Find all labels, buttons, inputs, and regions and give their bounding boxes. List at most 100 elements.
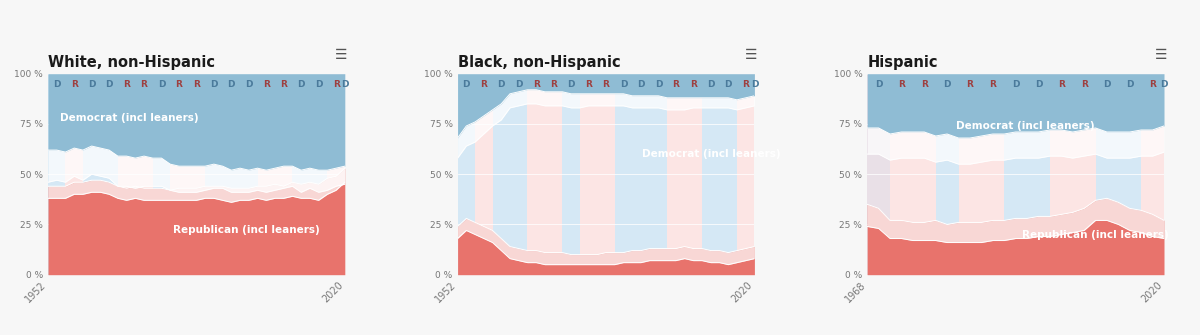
Text: ☰: ☰	[745, 48, 757, 62]
Bar	[563, 74, 580, 275]
Text: R: R	[743, 80, 749, 89]
Bar	[720, 74, 737, 275]
Text: R: R	[989, 80, 996, 89]
Bar	[83, 74, 101, 275]
Text: D: D	[1034, 80, 1042, 89]
Text: D: D	[707, 80, 714, 89]
Text: Republican (incl leaners): Republican (incl leaners)	[1021, 229, 1169, 240]
Bar	[936, 74, 959, 275]
Bar	[328, 74, 344, 275]
Text: D: D	[751, 80, 758, 89]
Bar	[258, 74, 275, 275]
Text: R: R	[281, 80, 287, 89]
Text: R: R	[175, 80, 182, 89]
Text: D: D	[341, 80, 348, 89]
Bar	[890, 74, 913, 275]
Bar	[632, 74, 649, 275]
Bar	[240, 74, 258, 275]
Bar	[344, 74, 354, 275]
Bar	[614, 74, 632, 275]
Text: D: D	[106, 80, 113, 89]
Bar	[222, 74, 240, 275]
Bar	[959, 74, 982, 275]
Bar	[667, 74, 684, 275]
Text: R: R	[966, 80, 973, 89]
Bar	[275, 74, 293, 275]
Text: D: D	[210, 80, 217, 89]
Bar	[293, 74, 310, 275]
Text: R: R	[1150, 80, 1156, 89]
Text: R: R	[920, 80, 928, 89]
Bar	[48, 74, 66, 275]
Text: D: D	[1126, 80, 1134, 89]
Text: R: R	[71, 80, 78, 89]
Text: D: D	[228, 80, 235, 89]
Text: D: D	[875, 80, 882, 89]
Text: ☰: ☰	[1154, 48, 1166, 62]
Bar	[702, 74, 720, 275]
Bar	[1118, 74, 1141, 275]
Text: Black, non-Hispanic: Black, non-Hispanic	[457, 55, 620, 70]
Bar	[475, 74, 492, 275]
Text: D: D	[1012, 80, 1019, 89]
Text: D: D	[245, 80, 252, 89]
Text: D: D	[53, 80, 60, 89]
Text: R: R	[898, 80, 905, 89]
Bar	[457, 74, 475, 275]
Text: D: D	[498, 80, 505, 89]
Bar	[1164, 74, 1176, 275]
Text: D: D	[314, 80, 323, 89]
Bar	[66, 74, 83, 275]
Text: D: D	[725, 80, 732, 89]
Text: D: D	[515, 80, 522, 89]
Text: D: D	[943, 80, 950, 89]
Text: R: R	[1058, 80, 1064, 89]
Text: D: D	[655, 80, 662, 89]
Text: R: R	[193, 80, 200, 89]
Text: D: D	[88, 80, 95, 89]
Text: Republican (incl leaners): Republican (incl leaners)	[173, 225, 319, 236]
Bar	[101, 74, 118, 275]
Text: R: R	[263, 80, 270, 89]
Bar	[1050, 74, 1073, 275]
Bar	[684, 74, 702, 275]
Bar	[1096, 74, 1118, 275]
Bar	[492, 74, 510, 275]
Text: R: R	[124, 80, 130, 89]
Bar	[580, 74, 598, 275]
Text: R: R	[586, 80, 592, 89]
Bar	[136, 74, 152, 275]
Text: D: D	[298, 80, 305, 89]
Text: D: D	[462, 80, 470, 89]
Text: Democrat (incl leaners): Democrat (incl leaners)	[642, 149, 780, 159]
Bar	[1073, 74, 1096, 275]
Text: R: R	[672, 80, 679, 89]
Bar	[528, 74, 545, 275]
Text: D: D	[637, 80, 644, 89]
Text: White, non-Hispanic: White, non-Hispanic	[48, 55, 215, 70]
Text: D: D	[157, 80, 166, 89]
Text: ☰: ☰	[335, 48, 348, 62]
Text: R: R	[1081, 80, 1087, 89]
Text: R: R	[550, 80, 557, 89]
Bar	[118, 74, 136, 275]
Bar	[1004, 74, 1027, 275]
Bar	[598, 74, 614, 275]
Bar	[1027, 74, 1050, 275]
Bar	[187, 74, 205, 275]
Bar	[152, 74, 170, 275]
Text: D: D	[619, 80, 628, 89]
Text: R: R	[690, 80, 697, 89]
Text: D: D	[1103, 80, 1111, 89]
Bar	[649, 74, 667, 275]
Bar	[868, 74, 890, 275]
Text: D: D	[1160, 80, 1168, 89]
Bar	[737, 74, 755, 275]
Text: Hispanic: Hispanic	[868, 55, 937, 70]
Text: D: D	[568, 80, 575, 89]
Bar	[868, 74, 890, 275]
Bar	[982, 74, 1004, 275]
Text: Democrat (incl leaners): Democrat (incl leaners)	[60, 113, 198, 123]
Text: R: R	[140, 80, 148, 89]
Bar	[913, 74, 936, 275]
